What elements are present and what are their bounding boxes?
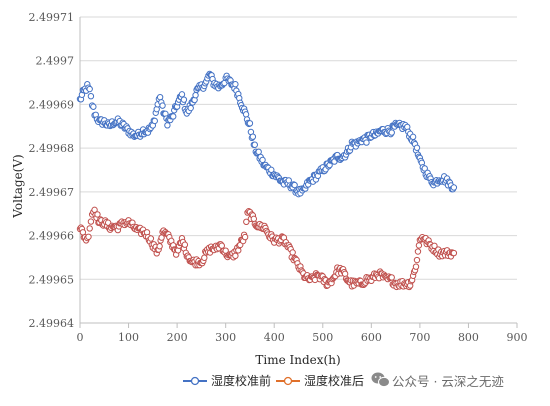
series-markers xyxy=(76,70,458,291)
legend-label-series-1: 湿度校准前 xyxy=(211,373,271,388)
series-1 xyxy=(76,70,458,198)
x-tick-label: 300 xyxy=(215,331,236,344)
y-axis-ticks: 2.49964 2.49965 2.49966 2.49967 2.49968 2.499… xyxy=(29,11,75,330)
data-point xyxy=(242,111,250,118)
y-tick-label: 2.49969 xyxy=(29,98,75,111)
series-2 xyxy=(76,206,458,291)
wechat-icon xyxy=(371,372,390,388)
data-point xyxy=(187,104,194,112)
x-axis-title: Time Index(h) xyxy=(255,353,340,367)
data-point xyxy=(201,254,208,261)
data-point xyxy=(178,91,186,98)
watermark: 公众号 · 云深之无迹 xyxy=(371,372,504,389)
legend-item-series-1: 湿度校准前 xyxy=(183,373,271,388)
x-tick-label: 200 xyxy=(167,331,188,344)
legend-label-series-2: 湿度校准后 xyxy=(304,373,364,388)
data-point xyxy=(151,117,158,125)
y-axis-title: Voltage(V) xyxy=(11,154,25,218)
data-point xyxy=(85,233,92,240)
data-point xyxy=(268,166,275,174)
data-point xyxy=(90,103,97,110)
data-point xyxy=(415,242,423,249)
y-tick-label: 2.49967 xyxy=(29,186,75,199)
data-point xyxy=(421,165,428,172)
data-point xyxy=(156,243,163,250)
legend-item-series-2: 湿度校准后 xyxy=(276,373,364,388)
y-tick-label: 2.49965 xyxy=(29,273,75,286)
data-point xyxy=(86,225,93,232)
data-point xyxy=(86,85,93,93)
data-point xyxy=(413,256,421,264)
data-point xyxy=(291,181,298,189)
x-tick-label: 600 xyxy=(361,331,382,344)
data-point xyxy=(249,133,257,140)
data-point xyxy=(246,120,254,127)
data-point xyxy=(232,81,239,88)
data-point xyxy=(241,233,249,241)
data-point xyxy=(285,177,292,184)
data-point xyxy=(250,215,258,223)
y-tick-label: 2.4997 xyxy=(36,55,75,68)
x-tick-label: 700 xyxy=(409,331,430,344)
data-point xyxy=(181,241,189,248)
data-point xyxy=(414,248,422,255)
data-point xyxy=(147,235,155,242)
data-point xyxy=(218,242,225,249)
data-point xyxy=(341,270,349,278)
data-point xyxy=(431,242,438,249)
y-tick-label: 2.49971 xyxy=(29,11,75,24)
data-point xyxy=(192,91,199,99)
x-axis-ticks: 0 100 200 300 400 500 600 700 800 900 xyxy=(77,323,528,344)
x-tick-label: 900 xyxy=(507,331,528,344)
data-point xyxy=(363,139,370,146)
y-tick-label: 2.49964 xyxy=(29,317,75,330)
data-point xyxy=(412,263,420,270)
data-point xyxy=(409,133,417,141)
data-point xyxy=(87,93,95,100)
data-point xyxy=(388,274,395,281)
legend-marker-series-2 xyxy=(283,376,293,386)
data-point xyxy=(243,218,250,226)
data-point xyxy=(289,249,296,256)
y-tick-label: 2.49968 xyxy=(29,142,75,155)
data-point xyxy=(170,113,177,120)
data-point xyxy=(87,218,95,225)
x-tick-label: 500 xyxy=(312,331,333,344)
data-point xyxy=(232,252,239,260)
data-point xyxy=(159,102,166,109)
watermark-text: 公众号 · 云深之无迹 xyxy=(392,374,504,389)
data-point xyxy=(180,96,188,103)
data-point xyxy=(450,249,458,257)
x-tick-label: 800 xyxy=(458,331,479,344)
x-tick-label: 400 xyxy=(264,331,285,344)
data-point xyxy=(255,148,262,156)
data-point xyxy=(388,129,395,136)
axes xyxy=(79,17,517,324)
legend: 湿度校准前 湿度校准后 xyxy=(183,373,364,388)
data-point xyxy=(164,122,171,129)
data-point xyxy=(94,211,101,218)
data-point xyxy=(413,144,421,151)
x-tick-label: 100 xyxy=(118,331,139,344)
data-point xyxy=(450,184,458,191)
data-point xyxy=(259,156,266,164)
x-tick-label: 0 xyxy=(77,331,84,344)
y-tick-label: 2.49966 xyxy=(29,230,75,243)
data-point xyxy=(251,141,259,148)
legend-marker-series-1 xyxy=(190,376,200,386)
data-point xyxy=(156,93,164,101)
